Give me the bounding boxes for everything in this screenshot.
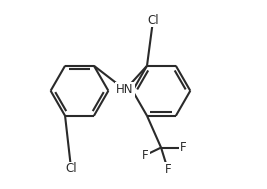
Text: HN: HN (116, 83, 134, 96)
Text: F: F (165, 163, 171, 176)
Text: F: F (142, 149, 149, 162)
Text: F: F (179, 141, 186, 154)
Text: Cl: Cl (65, 163, 77, 176)
Text: Cl: Cl (147, 13, 159, 26)
